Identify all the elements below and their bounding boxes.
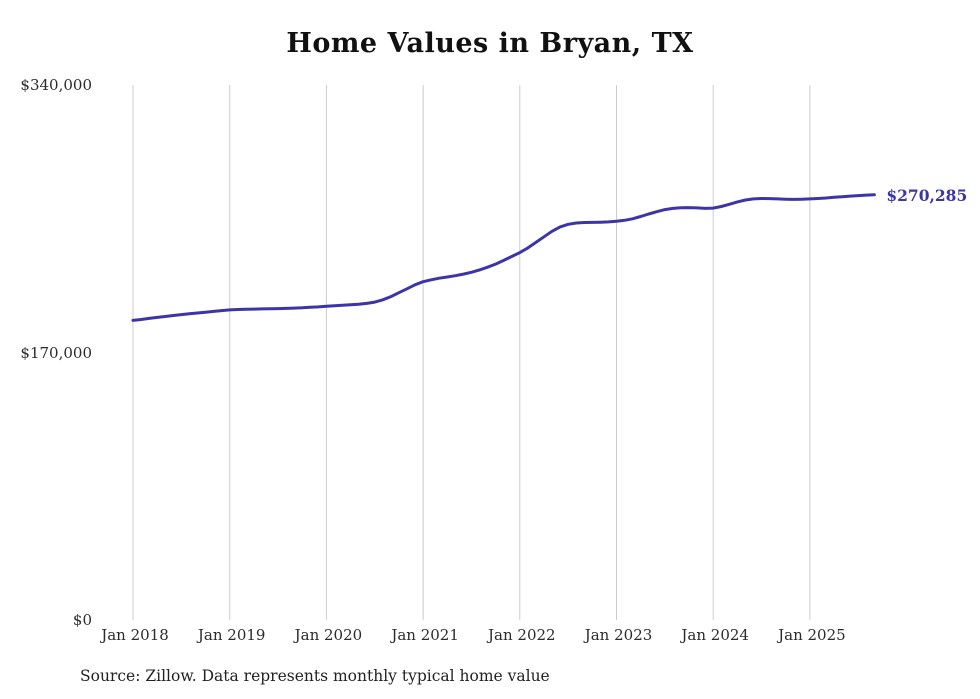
x-axis-label: Jan 2022 (488, 626, 556, 644)
x-axis-label: Jan 2023 (584, 626, 653, 644)
y-axis-label: $170,000 (20, 343, 92, 362)
home-value-line (131, 193, 876, 322)
latest-value-label: $270,285 (886, 185, 968, 205)
chart-title: Home Values in Bryan, TX (286, 28, 694, 59)
x-axis-label: Jan 2021 (391, 626, 459, 644)
x-axis-label: Jan 2024 (681, 626, 749, 644)
x-axis-label: Jan 2020 (294, 626, 363, 644)
y-axis-label: $0 (72, 611, 92, 629)
x-axis-label: Jan 2019 (197, 626, 266, 644)
y-axis-label: $340,000 (20, 76, 92, 94)
x-axis-label: Jan 2018 (101, 626, 169, 644)
x-axis-label: Jan 2025 (778, 626, 846, 644)
source-note: Source: Zillow. Data represents monthly … (80, 667, 550, 685)
